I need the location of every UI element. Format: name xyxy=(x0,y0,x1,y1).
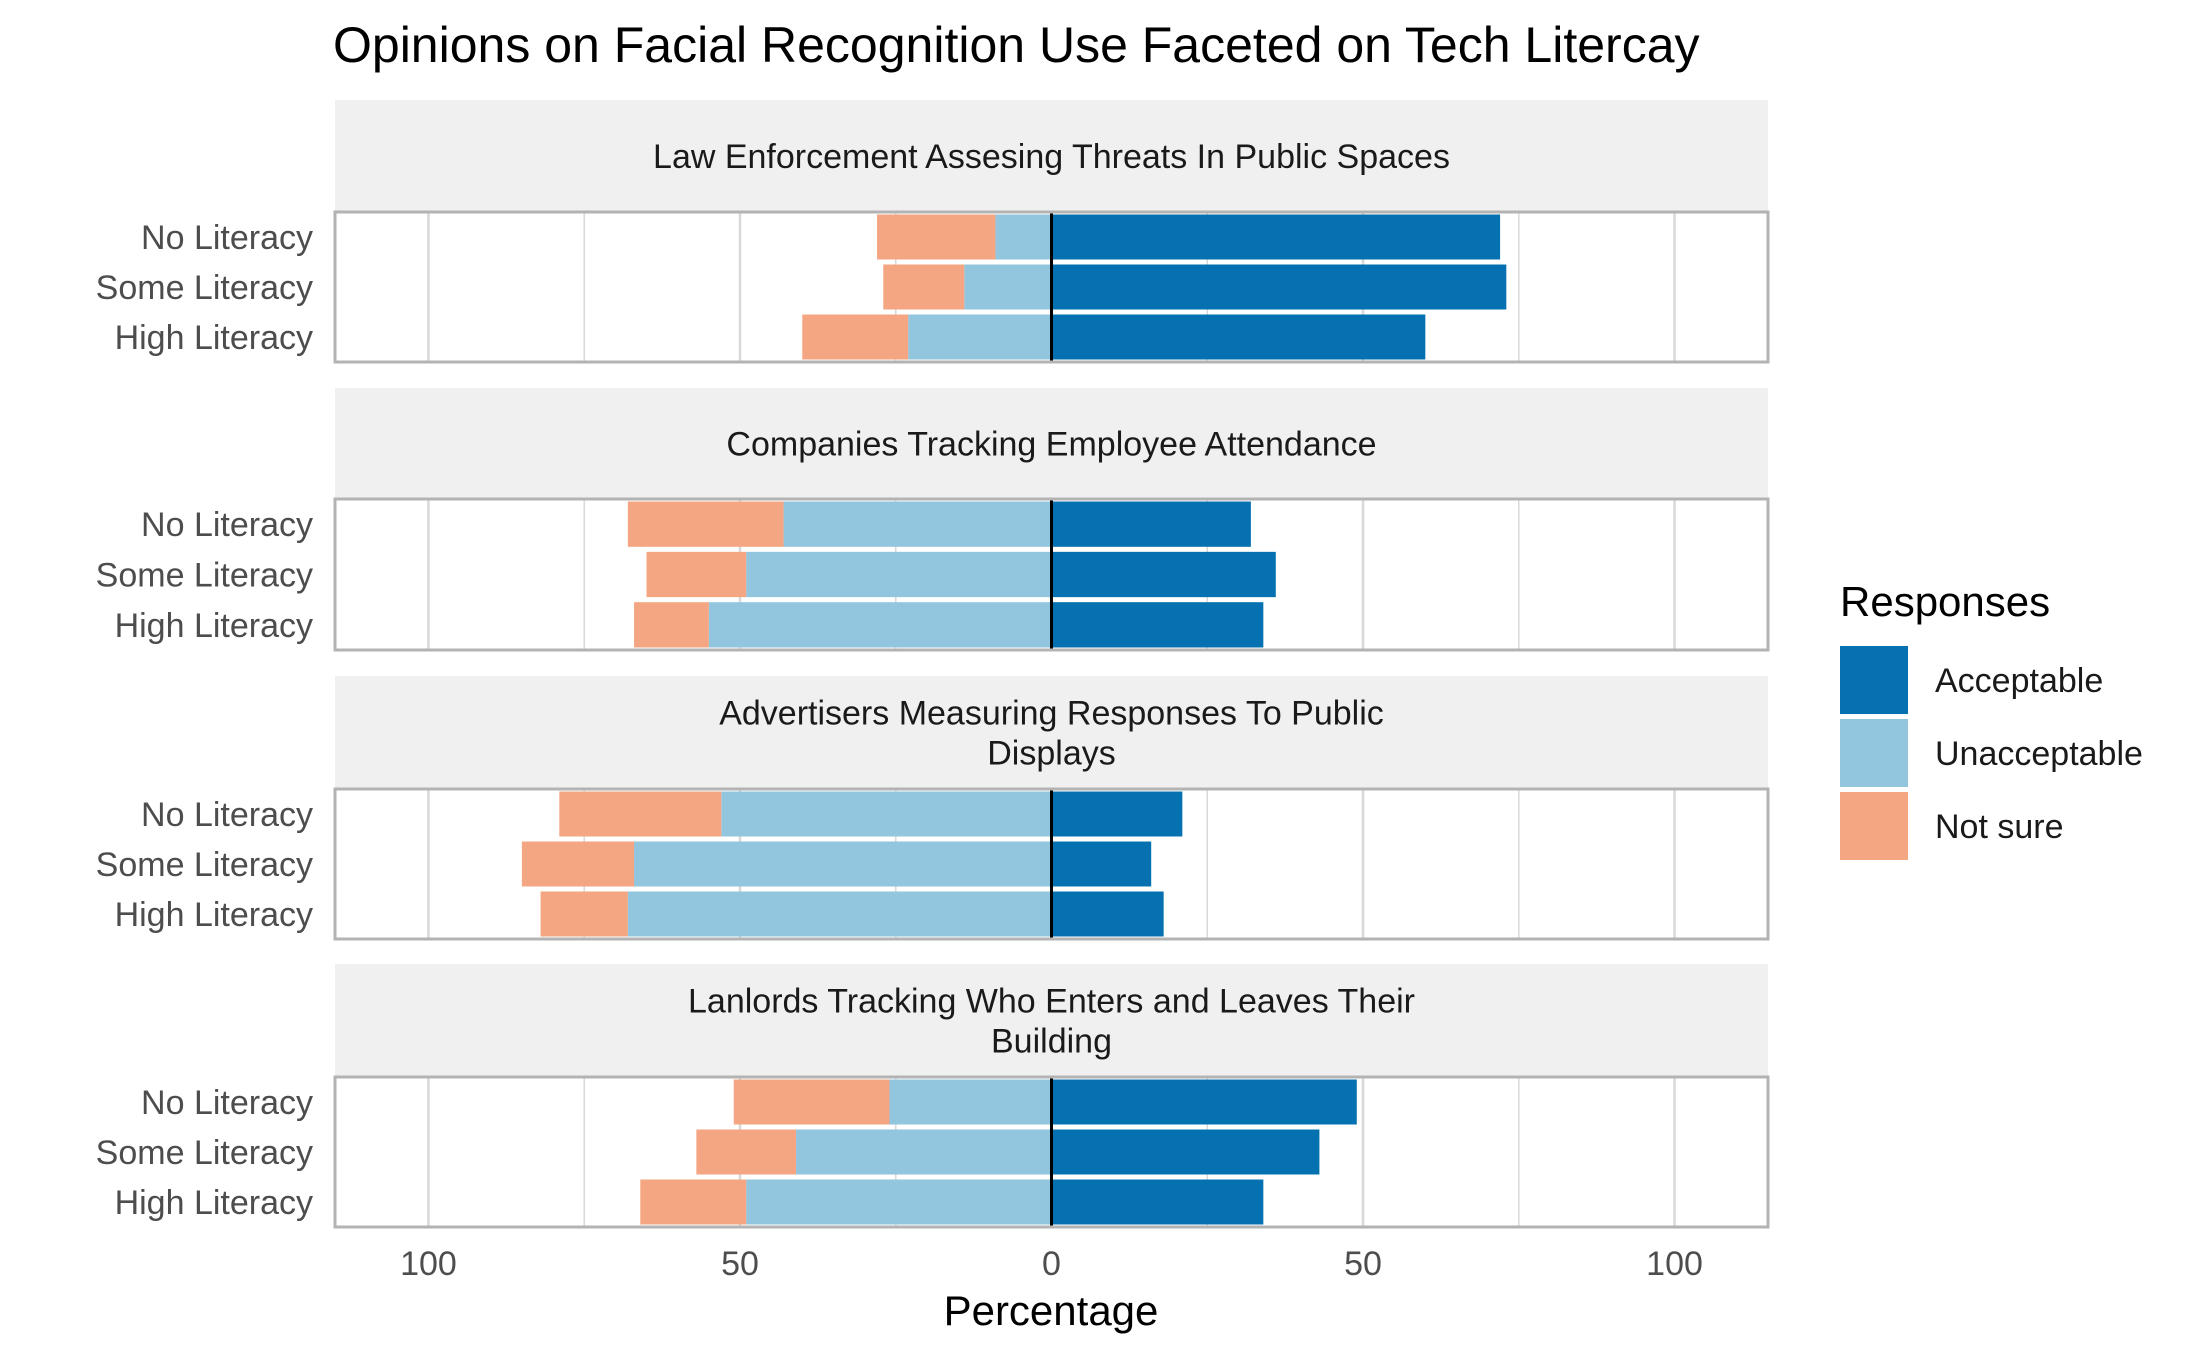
bar-unacceptable xyxy=(627,891,1052,937)
y-tick-label: High Literacy xyxy=(115,319,313,357)
bar-not-sure xyxy=(640,1179,747,1225)
y-tick-label: High Literacy xyxy=(115,607,313,645)
bar-not-sure xyxy=(883,264,965,310)
facet-title-line: Displays xyxy=(987,735,1115,773)
legend-label: Not sure xyxy=(1935,808,2064,846)
bar-not-sure xyxy=(540,891,628,937)
bar-not-sure xyxy=(877,214,996,260)
bar-unacceptable xyxy=(634,841,1052,887)
x-axis: 100 50 0 50 100 xyxy=(400,1245,1703,1283)
panel-border xyxy=(333,210,1770,364)
legend: Responses Acceptable Unacceptable Not sure xyxy=(1840,578,2143,860)
x-tick-label: 50 xyxy=(1344,1245,1382,1283)
bar-unacceptable xyxy=(995,214,1052,260)
facet-strip xyxy=(335,388,1768,499)
bar-not-sure xyxy=(696,1129,797,1175)
bar-acceptable xyxy=(1051,841,1152,887)
x-tick-label: 50 xyxy=(721,1245,759,1283)
facet-panel-4: Lanlords Tracking Who Enters and Leaves … xyxy=(96,964,1770,1229)
legend-label: Acceptable xyxy=(1935,662,2103,700)
facet-title-line: Lanlords Tracking Who Enters and Leaves … xyxy=(688,983,1415,1021)
bar-acceptable xyxy=(1051,602,1264,648)
y-tick-label: No Literacy xyxy=(141,1084,313,1122)
bar-not-sure xyxy=(521,841,635,887)
bar-unacceptable xyxy=(783,501,1052,547)
bar-not-sure xyxy=(634,602,709,648)
bar-unacceptable xyxy=(908,314,1052,360)
legend-key xyxy=(1840,719,1908,787)
facet-strip xyxy=(335,964,1768,1077)
bar-unacceptable xyxy=(796,1129,1052,1175)
y-tick-label: High Literacy xyxy=(115,896,313,934)
panel-border xyxy=(333,1075,1770,1229)
panel-bars xyxy=(627,501,1276,648)
bar-unacceptable xyxy=(889,1079,1052,1125)
bar-acceptable xyxy=(1051,551,1276,598)
bar-unacceptable xyxy=(721,791,1052,837)
bar-not-sure xyxy=(559,791,722,837)
facet-panel-2: Companies Tracking Employee Attendance No… xyxy=(96,388,1770,652)
bar-acceptable xyxy=(1051,264,1507,310)
chart-title: Opinions on Facial Recognition Use Facet… xyxy=(333,17,1700,73)
y-tick-label: Some Literacy xyxy=(96,846,313,884)
bar-unacceptable xyxy=(964,264,1052,310)
bar-unacceptable xyxy=(746,1179,1052,1225)
bar-acceptable xyxy=(1051,1129,1320,1175)
y-tick-label: High Literacy xyxy=(115,1184,313,1222)
facet-title-line: Building xyxy=(991,1023,1112,1061)
bar-acceptable xyxy=(1051,214,1501,260)
legend-title: Responses xyxy=(1840,578,2050,625)
bar-not-sure xyxy=(802,314,909,360)
panel-bars xyxy=(640,1079,1357,1225)
facet-title-line: Companies Tracking Employee Attendance xyxy=(726,426,1376,464)
y-tick-label: No Literacy xyxy=(141,506,313,544)
x-tick-label: 100 xyxy=(400,1245,457,1283)
panel-bars xyxy=(802,214,1507,360)
x-axis-title: Percentage xyxy=(944,1287,1159,1334)
x-tick-label: 100 xyxy=(1646,1245,1703,1283)
bar-not-sure xyxy=(646,551,747,598)
x-tick-label: 0 xyxy=(1042,1245,1061,1283)
facet-title-line: Advertisers Measuring Responses To Publi… xyxy=(719,695,1384,733)
y-tick-label: Some Literacy xyxy=(96,269,313,307)
bar-not-sure xyxy=(733,1079,890,1125)
bar-acceptable xyxy=(1051,891,1164,937)
facet-strip xyxy=(335,676,1768,789)
bar-acceptable xyxy=(1051,501,1251,547)
facet-panels: Law Enforcement Assesing Threats In Publ… xyxy=(96,100,1770,1229)
bar-acceptable xyxy=(1051,791,1183,837)
bar-acceptable xyxy=(1051,1079,1357,1125)
y-tick-label: No Literacy xyxy=(141,219,313,257)
panel-border xyxy=(333,787,1770,941)
bar-acceptable xyxy=(1051,314,1426,360)
legend-label: Unacceptable xyxy=(1935,735,2143,773)
bar-unacceptable xyxy=(746,551,1052,598)
facet-panel-3: Advertisers Measuring Responses To Publi… xyxy=(96,676,1770,941)
panel-bars xyxy=(521,791,1183,937)
legend-key xyxy=(1840,792,1908,860)
y-tick-label: Some Literacy xyxy=(96,1134,313,1172)
facet-strip xyxy=(335,100,1768,212)
bar-not-sure xyxy=(627,501,784,547)
bar-acceptable xyxy=(1051,1179,1264,1225)
legend-key xyxy=(1840,646,1908,714)
facet-title-line: Law Enforcement Assesing Threats In Publ… xyxy=(653,138,1450,176)
y-tick-label: No Literacy xyxy=(141,796,313,834)
bar-unacceptable xyxy=(708,602,1052,648)
y-tick-label: Some Literacy xyxy=(96,557,313,595)
panel-border xyxy=(333,497,1770,652)
facet-panel-1: Law Enforcement Assesing Threats In Publ… xyxy=(96,100,1770,364)
